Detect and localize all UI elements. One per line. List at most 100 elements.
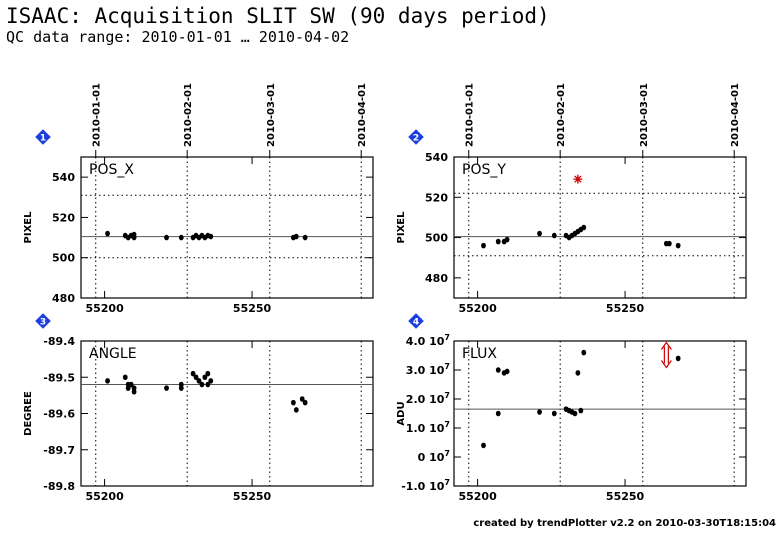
panel-title: POS_Y [462, 162, 506, 178]
x-tick-label: 55250 [606, 490, 645, 503]
data-point [572, 410, 578, 417]
panel-badge-icon [35, 129, 51, 145]
data-point [537, 230, 542, 237]
page-subtitle: QC data range: 2010-01-01 … 2010-04-02 [6, 28, 350, 46]
data-point [193, 374, 199, 381]
x-tick-label: 55250 [606, 302, 645, 315]
panel-number: 3 [40, 318, 46, 328]
y-tick-label: 4.0 107 [406, 333, 450, 348]
data-point [575, 370, 581, 376]
data-point [122, 374, 128, 381]
date-tick-label: 2010-02-01 [556, 83, 567, 147]
y-tick-label: -89.5 [43, 371, 75, 384]
date-tick-label: 2010-02-01 [183, 83, 194, 147]
data-point [581, 349, 587, 356]
x-tick-label: 55200 [85, 302, 124, 315]
y-axis-label: PIXEL [396, 211, 407, 244]
panel-number: 4 [413, 318, 419, 328]
data-point [205, 381, 211, 388]
y-tick-label: 500 [52, 252, 75, 265]
date-tick-label: 2010-04-01 [730, 83, 741, 147]
outlier-star-icon [573, 174, 583, 184]
data-point [675, 355, 681, 362]
data-point [199, 381, 205, 388]
data-point [666, 240, 672, 247]
panel-title: FLUX [462, 346, 497, 362]
data-point [105, 230, 110, 237]
data-point [504, 368, 510, 375]
data-point [495, 238, 501, 245]
data-point [293, 233, 299, 240]
data-point [190, 370, 196, 377]
data-point [208, 378, 214, 384]
x-tick-label: 55250 [233, 302, 272, 315]
data-point [178, 234, 184, 241]
data-point [290, 399, 296, 406]
data-point [302, 399, 308, 406]
data-point [481, 242, 486, 249]
y-tick-label: -89.6 [43, 408, 75, 421]
y-axis-label: PIXEL [23, 211, 34, 244]
plot-frame [453, 340, 747, 487]
credit-line: created by trendPlotter v2.2 on 2010-03-… [473, 518, 776, 529]
y-tick-label: 540 [52, 171, 75, 184]
date-tick-label: 2010-01-01 [465, 83, 476, 147]
data-point [208, 233, 214, 240]
panel-title: POS_X [89, 162, 134, 178]
y-tick-label: 540 [425, 151, 448, 164]
data-point [202, 374, 208, 381]
data-point [581, 224, 587, 231]
data-point [178, 385, 184, 391]
data-point [578, 407, 584, 414]
data-point [125, 385, 131, 391]
data-point [504, 236, 510, 243]
panel-number: 2 [413, 134, 419, 144]
data-point [299, 396, 305, 402]
page-title: ISAAC: Acquisition SLIT SW (90 days peri… [6, 4, 550, 28]
data-point [675, 242, 681, 249]
outlier-arrow-icon [660, 341, 672, 369]
data-point [164, 385, 169, 391]
date-tick-label: 2010-04-01 [357, 83, 368, 147]
date-tick-label: 2010-03-01 [266, 83, 277, 147]
data-point [196, 378, 202, 384]
chart-panel-1: 2010-01-01 2010-02-01 2010-03-01 2010-04-01… [23, 83, 374, 315]
panel-number: 1 [40, 134, 46, 144]
plot-frame [453, 156, 747, 299]
y-tick-label: 500 [425, 232, 448, 245]
data-point [495, 410, 501, 417]
data-point [131, 231, 137, 238]
data-point [131, 388, 137, 395]
y-tick-label: 1.0 107 [406, 420, 450, 435]
x-tick-label: 55200 [458, 490, 497, 503]
x-tick-label: 55200 [458, 302, 497, 315]
data-point [105, 378, 110, 384]
data-point [495, 367, 501, 373]
data-point [128, 381, 134, 388]
data-point [205, 370, 211, 377]
date-tick-label: 2010-01-01 [92, 83, 103, 147]
data-point [302, 234, 308, 241]
y-tick-label: -89.7 [43, 444, 75, 457]
y-tick-label: 520 [52, 211, 75, 224]
chart-panel-4: -1.0 107 0 107 1.0 107 2.0 107 3.0 107 4.0 10… [396, 313, 747, 503]
panel-title: ANGLE [89, 346, 137, 362]
y-tick-label: 480 [425, 272, 448, 285]
y-axis-label: DEGREE [23, 391, 34, 436]
data-point [551, 410, 557, 417]
y-tick-label: -89.8 [43, 480, 75, 493]
data-point [537, 409, 542, 415]
y-tick-label: 2.0 107 [406, 391, 450, 406]
x-tick-label: 55250 [233, 490, 272, 503]
panel-badge-icon [408, 129, 424, 145]
y-tick-label: 520 [425, 191, 448, 204]
y-tick-label: 480 [52, 292, 75, 305]
y-tick-label: 0 107 [418, 449, 450, 464]
data-point [551, 232, 557, 239]
data-point [164, 234, 169, 241]
y-tick-label: -89.4 [43, 335, 75, 348]
date-tick-label: 2010-03-01 [639, 83, 650, 147]
plot-frame [80, 156, 374, 299]
y-tick-label: -1.0 107 [401, 478, 450, 493]
